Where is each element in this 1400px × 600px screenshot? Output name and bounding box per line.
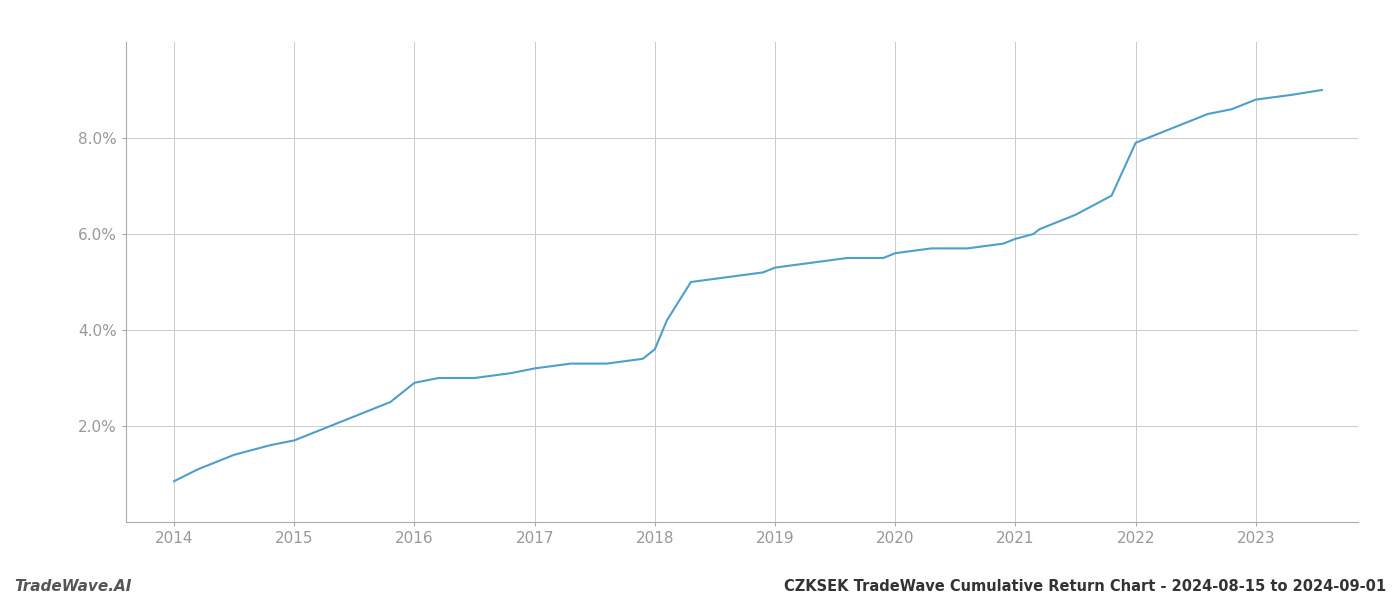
Text: TradeWave.AI: TradeWave.AI xyxy=(14,579,132,594)
Text: CZKSEK TradeWave Cumulative Return Chart - 2024-08-15 to 2024-09-01: CZKSEK TradeWave Cumulative Return Chart… xyxy=(784,579,1386,594)
